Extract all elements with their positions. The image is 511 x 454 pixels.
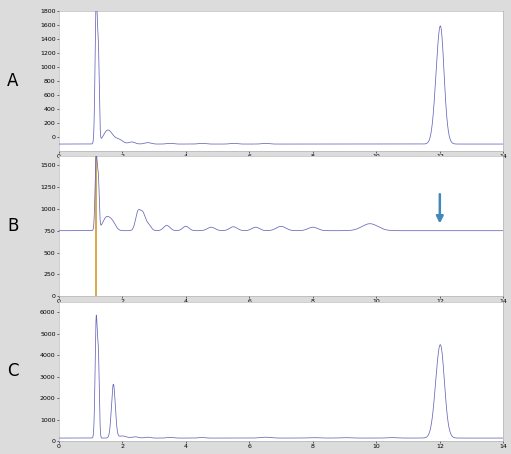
- Text: A: A: [7, 72, 18, 90]
- Text: C: C: [7, 362, 18, 380]
- Text: B: B: [7, 217, 18, 235]
